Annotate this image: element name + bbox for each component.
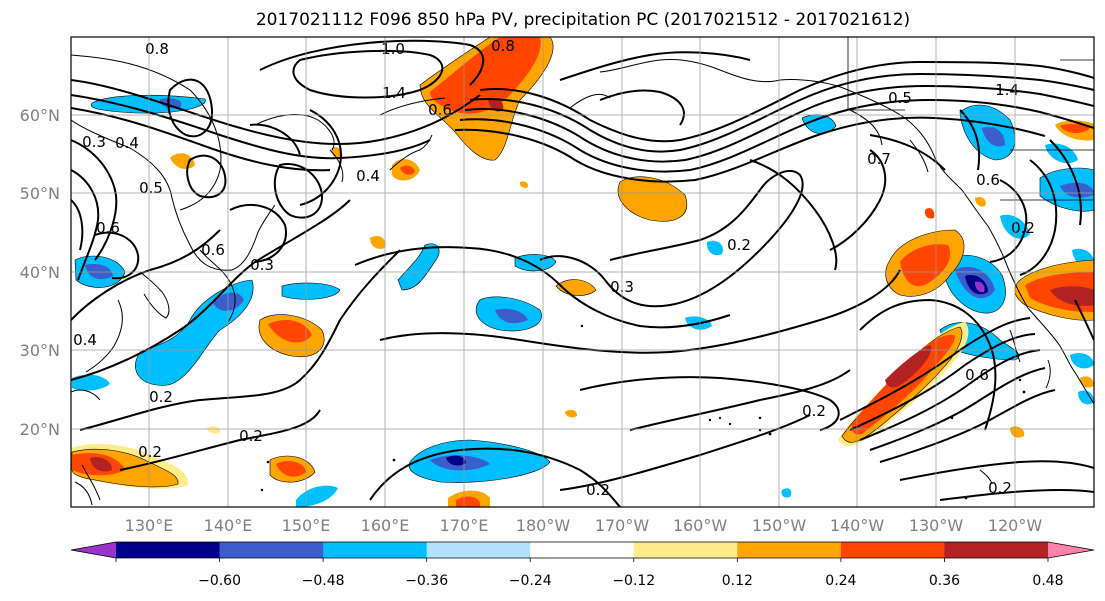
lon-label: 140°W	[830, 516, 885, 535]
lon-label: 150°W	[752, 516, 807, 535]
contour-label: 0.6	[965, 366, 989, 384]
colorbar-segment	[426, 542, 531, 558]
contour-label: 1.4	[382, 84, 406, 102]
lon-label: 160°E	[361, 516, 410, 535]
contour-label: 0.2	[802, 402, 826, 420]
contour-label: 0.8	[491, 37, 515, 55]
longitude-labels: 130°E 140°E 150°E 160°E 170°E 180°W 170°…	[125, 516, 1043, 535]
colorbar-label: −0.24	[509, 573, 552, 589]
colorbar-fills	[71, 542, 1094, 558]
colorbar-segment	[633, 542, 738, 558]
colorbar-segment	[840, 542, 945, 558]
lon-label: 130°W	[909, 516, 964, 535]
lat-label: 30°N	[20, 341, 60, 360]
colorbar-label: −0.60	[198, 573, 241, 589]
colorbar: −0.60 −0.48 −0.36 −0.24 −0.12 0.12 0.24 0.36 0.4…	[70, 541, 1095, 589]
contour-label: 0.4	[115, 134, 139, 152]
colorbar-label: 0.36	[929, 573, 960, 589]
colorbar-segment	[323, 542, 428, 558]
map-title: 2017021112 F096 850 hPa PV, precipitatio…	[256, 10, 910, 30]
map-frame	[70, 36, 1095, 508]
contour-label: 0.2	[239, 427, 263, 445]
contour-label: 0.2	[138, 443, 162, 461]
lon-label: 140°E	[204, 516, 253, 535]
colorbar-label: −0.12	[612, 573, 655, 589]
contour-label: 0.2	[1011, 219, 1035, 237]
lon-label: 120°W	[988, 516, 1043, 535]
contour-label: 0.5	[888, 89, 912, 107]
colorbar-segment	[944, 542, 1049, 558]
contour-label: 0.2	[586, 481, 610, 499]
colorbar-label: 0.48	[1032, 573, 1063, 589]
lat-label: 60°N	[20, 106, 60, 125]
contour-label: 0.6	[428, 101, 452, 119]
contour-label: 1.4	[995, 81, 1019, 99]
colorbar-segment	[737, 542, 842, 558]
lon-label: 130°E	[125, 516, 174, 535]
contour-label: 1.0	[381, 40, 405, 58]
colorbar-segment	[116, 542, 221, 558]
contour-label: 0.5	[139, 179, 163, 197]
lon-label: 180°W	[516, 516, 571, 535]
lat-label: 50°N	[20, 184, 60, 203]
contour-label: 0.4	[356, 167, 380, 185]
lon-label: 170°W	[595, 516, 650, 535]
colorbar-extend-high	[1048, 542, 1094, 558]
lon-label: 160°W	[673, 516, 728, 535]
latitude-labels: 60°N 50°N 40°N 30°N 20°N	[20, 106, 60, 439]
colorbar-outline	[70, 541, 1095, 559]
map-area: 0.8 1.0 0.8 1.4 0.6 0.4 0.4 0.3 0.5 0.6 …	[71, 37, 1094, 507]
precip-positive-shading	[71, 37, 1094, 507]
colorbar-label: −0.36	[405, 573, 448, 589]
contour-label: 0.4	[73, 331, 97, 349]
contour-label: 0.3	[82, 133, 106, 151]
colorbar-label: 0.24	[825, 573, 856, 589]
colorbar-label: −0.48	[302, 573, 345, 589]
contour-label: 0.2	[988, 479, 1012, 497]
contour-label: 0.8	[145, 40, 169, 58]
gridlines	[71, 37, 1094, 507]
contour-label: 0.2	[149, 388, 173, 406]
pv-contour-labels: 0.8 1.0 0.8 1.4 0.6 0.4 0.4 0.3 0.5 0.6 …	[73, 37, 1035, 499]
contour-label: 0.2	[727, 236, 751, 254]
colorbar-extend-low	[71, 542, 116, 558]
contour-label: 0.3	[250, 256, 274, 274]
colorbar-segment	[219, 542, 324, 558]
contour-label: 0.6	[976, 171, 1000, 189]
lat-label: 20°N	[20, 420, 60, 439]
colorbar-segment	[530, 542, 635, 558]
contour-label: 0.7	[867, 150, 891, 168]
colorbar-ticks	[115, 558, 1049, 562]
contour-label: 0.6	[201, 241, 225, 259]
lon-label: 170°E	[440, 516, 489, 535]
lon-label: 150°E	[282, 516, 331, 535]
colorbar-label: 0.12	[722, 573, 753, 589]
colorbar-labels: −0.60 −0.48 −0.36 −0.24 −0.12 0.12 0.24 0.36 0.4…	[198, 573, 1063, 589]
lat-label: 40°N	[20, 263, 60, 282]
contour-label: 0.6	[96, 219, 120, 237]
